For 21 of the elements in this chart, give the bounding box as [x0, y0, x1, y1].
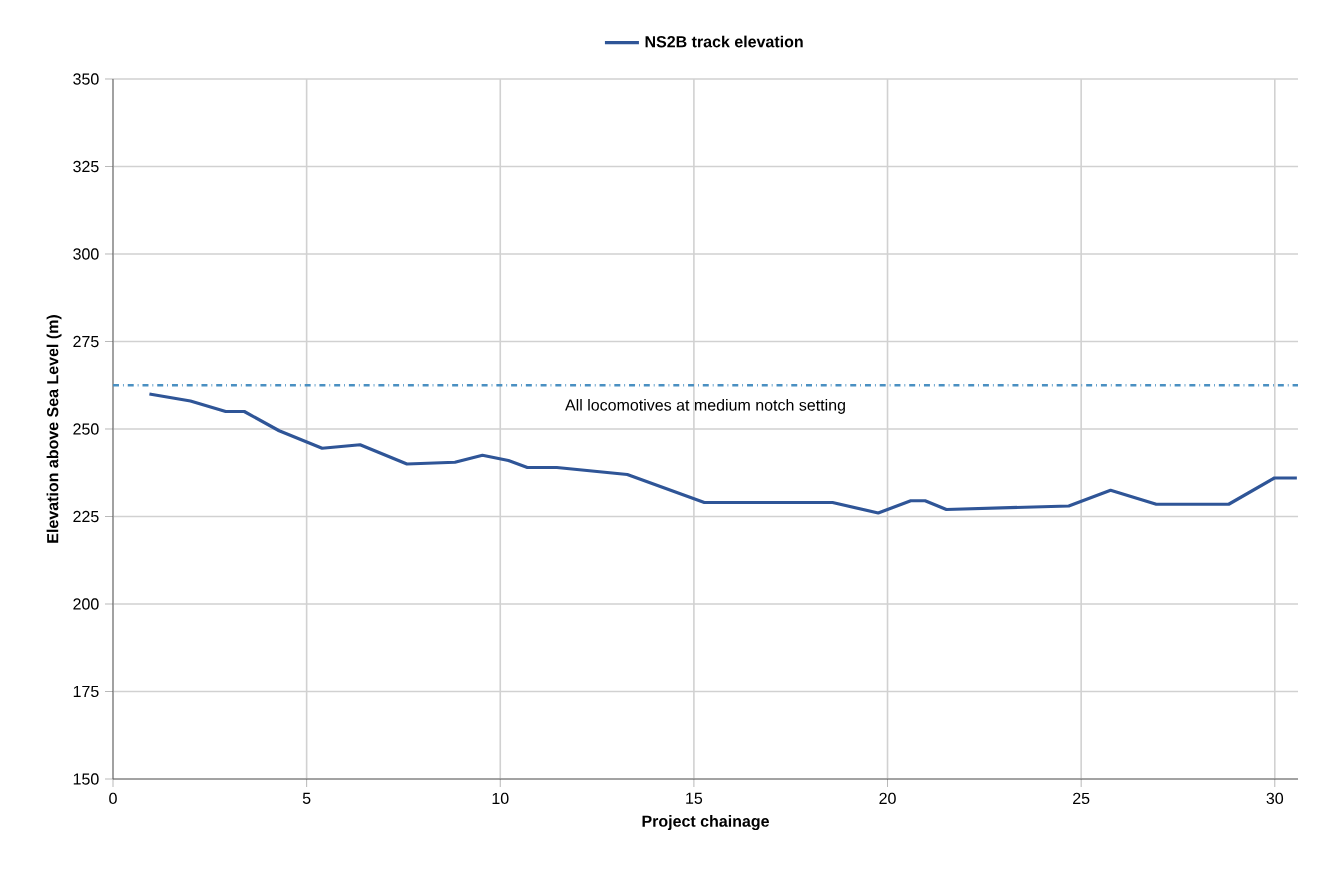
- y-tick-label: 275: [73, 335, 99, 348]
- y-tick-label: 200: [73, 598, 99, 610]
- x-tick-label: 5: [302, 792, 311, 804]
- line-series: [147, 392, 1299, 515]
- x-axis-title: Project chainage: [642, 815, 769, 831]
- y-tick-label: 325: [73, 160, 99, 173]
- x-tick-label: 15: [686, 792, 703, 804]
- x-tick-label: 10: [492, 792, 509, 805]
- x-tick-label: 30: [1266, 792, 1284, 805]
- y-axis-title: Elevation above Sea Level (m): [46, 315, 62, 543]
- y-tick-label: 250: [73, 423, 99, 435]
- y-tick-label: 150: [73, 773, 99, 785]
- x-tick-label: 20: [879, 792, 896, 805]
- y-tick-label: 300: [73, 248, 99, 260]
- y-tick-label: 225: [73, 510, 99, 523]
- ref-line-label: All locomotives at medium notch setting: [565, 398, 845, 414]
- legend-label: NS2B track elevation: [645, 35, 803, 48]
- y-tick-label: 175: [73, 685, 99, 698]
- x-tick-label: 0: [109, 792, 117, 805]
- x-tick-label: 25: [1073, 792, 1090, 805]
- y-tick-label: 350: [73, 73, 99, 85]
